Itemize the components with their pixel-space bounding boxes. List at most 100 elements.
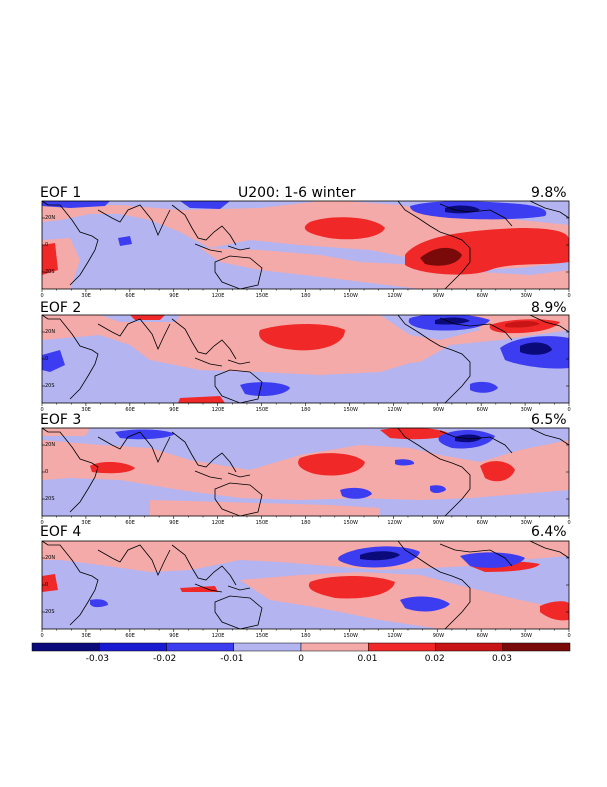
eof3-variance: 6.5% <box>531 412 567 428</box>
eof4-pos-west <box>42 574 58 592</box>
lon-tick-label: 180 <box>301 293 311 299</box>
eof3-pos-pacific <box>298 453 365 476</box>
lon-tick-label: 180 <box>301 407 311 413</box>
lon-tick-label: 30W <box>520 633 532 639</box>
lat-tick-label: 0 <box>45 356 49 362</box>
eof2-variance: 8.9% <box>531 300 567 316</box>
colorbar-segment <box>31 642 100 652</box>
eof2-neg-australia <box>240 382 290 396</box>
lon-tick-label: 120E <box>211 520 225 526</box>
lat-tick-label: 20N <box>45 442 56 448</box>
lon-tick-label: 180 <box>301 633 311 639</box>
eof3-neg-strong <box>455 434 482 443</box>
colorbar-label: -0.01 <box>220 654 244 664</box>
lat-tick-label: 20S <box>45 383 55 389</box>
lon-tick-label: 30E <box>81 293 91 299</box>
colorbar-label: -0.02 <box>153 654 177 664</box>
lon-tick-label: 60W <box>476 633 488 639</box>
colorbar-segment <box>368 642 436 652</box>
eof4-pos-southeast <box>540 601 569 621</box>
eof3-pos-south <box>150 500 380 516</box>
eof3-pos-north <box>380 428 450 440</box>
colorbar <box>31 642 571 652</box>
lat-tick-label: 20S <box>45 496 55 502</box>
lon-tick-label: 30E <box>81 633 91 639</box>
lon-tick-label: 90W <box>432 633 445 639</box>
lon-tick-label: 120W <box>387 293 402 299</box>
eof4-neg-strong <box>360 551 400 561</box>
lon-tick-label: 60W <box>476 520 488 526</box>
lon-tick-label: 150W <box>343 293 358 299</box>
lat-tick-label: 20N <box>45 215 56 221</box>
lat-tick-label: 0 <box>45 582 49 588</box>
lon-tick-label: 30W <box>520 293 532 299</box>
colorbar-segment <box>435 642 503 652</box>
eof3-label: EOF 3 <box>40 412 82 428</box>
eof4-pos-north <box>42 541 569 572</box>
eof2-neg-south-america <box>470 381 498 393</box>
lon-tick-label: 120W <box>387 633 402 639</box>
lon-tick-label: 90E <box>169 520 179 526</box>
eof1-label: EOF 1 <box>40 185 82 201</box>
lon-tick-label: 150W <box>343 520 358 526</box>
eof2-pos-equator <box>230 342 450 372</box>
coastlines <box>41 200 570 290</box>
eof3-pos-northwest <box>42 428 90 436</box>
eof3-neg-sa <box>430 485 446 493</box>
eof4-map <box>42 541 569 629</box>
lon-tick-label: 0 <box>567 520 571 526</box>
lon-tick-label: 120E <box>211 633 225 639</box>
lon-tick-label: 60W <box>476 293 488 299</box>
eof2-pos-strong <box>505 321 540 328</box>
eof4-pos-pacific <box>308 576 395 599</box>
colorbar-segment <box>233 642 302 652</box>
lon-tick-label: 60E <box>125 293 135 299</box>
eof2-map <box>42 315 569 403</box>
lon-tick-label: 60E <box>125 633 135 639</box>
eof2-neg-east-strong <box>520 342 552 355</box>
lon-tick-label: 120W <box>387 407 402 413</box>
lon-tick-label: 150E <box>255 407 269 413</box>
lon-tick-label: 30E <box>81 407 91 413</box>
lon-tick-label: 0 <box>567 633 571 639</box>
lon-tick-label: 120W <box>387 520 402 526</box>
lon-tick-label: 30W <box>520 520 532 526</box>
lon-tick-label: 90E <box>169 293 179 299</box>
colorbar-label: 0 <box>298 654 305 664</box>
lon-tick-label: 150W <box>343 407 358 413</box>
lon-tick-label: 0 <box>567 293 571 299</box>
colorbar-segment <box>166 642 234 652</box>
lon-tick-label: 30E <box>81 520 91 526</box>
eof2-pos-asia <box>130 315 165 320</box>
axis-ticks <box>41 217 570 632</box>
eof2-pos-south <box>178 396 225 403</box>
eof2-neg-africa <box>42 350 65 372</box>
eof3-pos-brazil <box>480 461 515 482</box>
lon-tick-label: 60W <box>476 407 488 413</box>
lon-tick-label: 0 <box>40 407 44 413</box>
eof3-neg-mexico <box>395 459 415 466</box>
eof4-variance: 6.4% <box>531 524 567 540</box>
eof1-variance: 9.8% <box>531 185 567 201</box>
lon-tick-label: 180 <box>301 520 311 526</box>
lon-tick-label: 90W <box>432 520 445 526</box>
eof1-pos-pacific <box>304 217 385 240</box>
colorbar-label: -0.03 <box>85 654 110 664</box>
lat-tick-label: 20N <box>45 329 56 335</box>
lat-tick-label: 0 <box>45 242 49 248</box>
eof2-neg-band-south <box>42 330 569 403</box>
eof1-pos-band-south <box>200 248 569 289</box>
eof1-neg-asia <box>180 201 230 209</box>
eof2-pos-pacific <box>259 324 345 351</box>
lon-tick-label: 150E <box>255 633 269 639</box>
eof1-neg-indian <box>118 236 132 246</box>
eof3-map <box>42 428 569 516</box>
lon-tick-label: 150E <box>255 293 269 299</box>
eof4-pos-indonesia <box>180 586 218 592</box>
lon-tick-label: 90W <box>432 293 445 299</box>
eof4-neg-atlantic <box>460 552 525 568</box>
lat-tick-label: 20S <box>45 269 55 275</box>
eof3-pos-indian <box>90 462 135 474</box>
colorbar-segment <box>502 642 571 652</box>
colorbar-label: 0.03 <box>491 654 512 664</box>
